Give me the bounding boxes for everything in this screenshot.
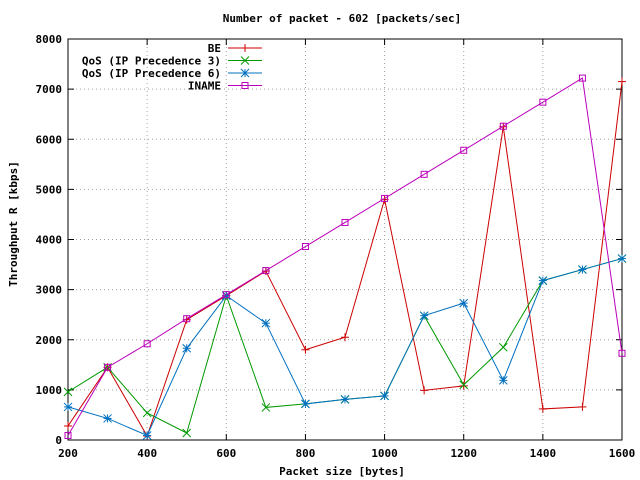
legend-marker — [240, 68, 250, 78]
y-tick-label: 7000 — [36, 83, 63, 96]
data-point — [578, 265, 587, 274]
data-point — [499, 122, 507, 130]
data-point — [538, 404, 547, 413]
y-tick-label: 5000 — [36, 183, 63, 196]
y-tick-label: 0 — [55, 434, 62, 447]
data-point — [64, 431, 72, 439]
data-point — [262, 267, 270, 275]
data-point — [222, 291, 230, 299]
x-tick-label: 400 — [137, 447, 157, 460]
legend-marker — [241, 44, 249, 52]
legend-label: BE — [208, 42, 221, 55]
data-point — [301, 243, 309, 251]
legend-label: QoS (IP Precedence 6) — [82, 67, 221, 80]
data-point — [498, 375, 508, 385]
data-point — [64, 421, 72, 430]
data-point — [261, 318, 271, 328]
data-point — [618, 77, 626, 86]
data-point — [381, 194, 389, 202]
y-tick-label: 1000 — [36, 384, 63, 397]
data-point — [182, 343, 192, 353]
data-point — [182, 428, 192, 438]
legend-label: QoS (IP Precedence 3) — [82, 55, 221, 68]
data-point — [261, 403, 271, 412]
y-tick-label: 8000 — [36, 33, 63, 46]
x-tick-label: 1000 — [371, 447, 398, 460]
data-point — [341, 218, 349, 226]
x-tick-label: 1400 — [530, 447, 557, 460]
y-tick-label: 4000 — [36, 234, 63, 247]
x-tick-label: 800 — [295, 447, 315, 460]
series-iname — [64, 74, 626, 439]
data-point — [617, 254, 627, 263]
series-qos-ip-precedence-6 — [63, 254, 627, 440]
data-point — [459, 381, 468, 390]
x-tick-label: 600 — [216, 447, 236, 460]
y-axis-label: Throughput R [kbps] — [7, 161, 20, 287]
data-point — [301, 345, 310, 354]
data-point — [340, 395, 350, 404]
x-tick-label: 1200 — [450, 447, 477, 460]
x-tick-label: 1600 — [609, 447, 636, 460]
data-point — [538, 276, 548, 285]
data-point — [498, 342, 508, 352]
data-point — [459, 380, 469, 390]
x-tick-label: 200 — [58, 447, 78, 460]
data-point — [143, 340, 151, 348]
y-tick-label: 6000 — [36, 133, 63, 146]
series-line — [67, 77, 623, 436]
series-group — [63, 74, 627, 440]
series-line — [67, 81, 623, 438]
data-point — [103, 414, 112, 423]
data-point — [183, 315, 191, 323]
series-line — [67, 258, 623, 434]
data-point — [380, 391, 389, 401]
legend-marker — [240, 56, 250, 65]
data-point — [63, 387, 73, 397]
data-point — [539, 98, 547, 106]
data-point — [618, 349, 626, 357]
data-point — [341, 333, 349, 342]
data-point — [460, 146, 468, 154]
data-point — [420, 170, 428, 178]
data-point — [578, 402, 587, 411]
chart-title: Number of packet - 602 [packets/sec] — [223, 12, 461, 25]
data-point — [142, 431, 152, 440]
data-point — [142, 408, 152, 418]
data-point — [459, 298, 469, 308]
x-axis-label: Packet size [bytes] — [279, 465, 405, 478]
data-point — [104, 363, 112, 371]
data-point — [419, 311, 429, 321]
legend-label: INAME — [188, 80, 221, 93]
legend-marker — [241, 82, 249, 89]
axes: 200 400 600 800 1000 1200 1400 1600 0 1000 2000 300… — [36, 33, 636, 460]
y-tick-label: 2000 — [36, 334, 63, 347]
data-point — [578, 74, 586, 82]
series-be — [64, 77, 626, 440]
data-point — [301, 399, 310, 409]
data-point — [420, 386, 429, 395]
y-tick-label: 3000 — [36, 284, 63, 297]
data-point — [63, 402, 73, 412]
